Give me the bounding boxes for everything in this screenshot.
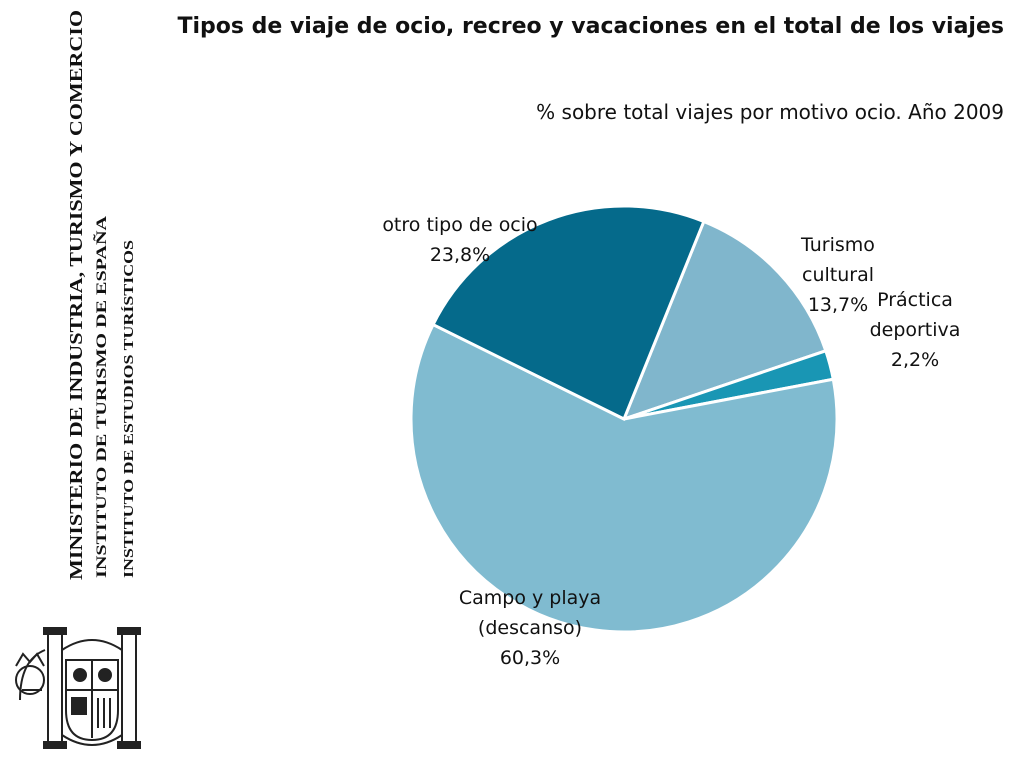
slice-label: Turismo cultural 13,7% [778, 230, 898, 320]
slice-label: Práctica deportiva 2,2% [860, 285, 970, 375]
chart-subtitle: % sobre total viajes por motivo ocio. Añ… [536, 100, 1004, 124]
value-label: 60,3% [499, 647, 561, 669]
value-label: 2,2% [890, 349, 940, 371]
studies-name: INSTITUTO DE ESTUDIOS TURÍSTICOS [120, 240, 137, 578]
coat-of-arms [15, 627, 141, 749]
pie-slice [621, 219, 828, 422]
value-label: 23,8% [429, 244, 491, 266]
pie-slice [409, 322, 839, 634]
ministry-name: MINISTERIO DE INDUSTRIA, TURISMO Y COMER… [66, 10, 86, 580]
category-label: Turismo cultural [801, 234, 875, 286]
category-label: Práctica deportiva [869, 289, 961, 341]
category-label: Campo y playa (descanso) [458, 587, 602, 639]
chart-title: Tipos de viaje de ocio, recreo y vacacio… [177, 14, 1004, 39]
pie-slice [431, 204, 706, 422]
institute-name: INSTITUTO DE TURISMO DE ESPAÑA [92, 216, 110, 578]
sidebar: MINISTERIO DE INDUSTRIA, TURISMO Y COMER… [15, 10, 141, 749]
slice-label: Campo y playa (descanso) 60,3% [455, 583, 605, 673]
slice-label: otro tipo de ocio 23,8% [380, 210, 540, 270]
category-label: otro tipo de ocio [382, 214, 538, 236]
value-label: 13,7% [807, 294, 869, 316]
